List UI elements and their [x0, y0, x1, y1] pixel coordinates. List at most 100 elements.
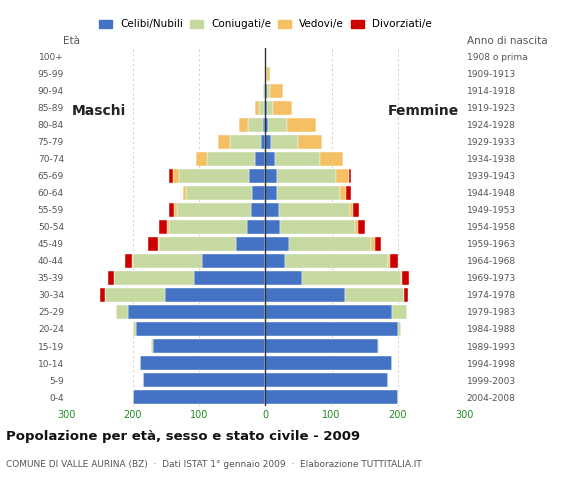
- Bar: [235, 237, 266, 251]
- Bar: [378, 339, 379, 353]
- Bar: [252, 186, 266, 200]
- Bar: [207, 152, 255, 166]
- Bar: [267, 84, 270, 97]
- Bar: [105, 288, 165, 302]
- Bar: [158, 237, 160, 251]
- Text: Femmine: Femmine: [387, 104, 459, 118]
- Bar: [166, 220, 169, 234]
- Bar: [401, 271, 403, 285]
- Bar: [353, 203, 358, 217]
- Bar: [140, 356, 266, 370]
- Bar: [375, 237, 381, 251]
- Bar: [263, 118, 266, 132]
- Bar: [183, 186, 186, 200]
- Bar: [248, 118, 263, 132]
- Bar: [125, 254, 132, 268]
- Bar: [115, 305, 128, 319]
- Bar: [202, 254, 266, 268]
- Bar: [266, 169, 277, 183]
- Text: Maschi: Maschi: [72, 104, 126, 118]
- Bar: [114, 271, 194, 285]
- Bar: [266, 288, 345, 302]
- Bar: [277, 169, 336, 183]
- Bar: [266, 84, 267, 97]
- Bar: [173, 169, 179, 183]
- Bar: [266, 339, 378, 353]
- Bar: [266, 390, 398, 404]
- Bar: [266, 356, 393, 370]
- Text: COMUNE DI VALLE AURINA (BZ)  ·  Dati ISTAT 1° gennaio 2009  ·  Elaborazione TUTT: COMUNE DI VALLE AURINA (BZ) · Dati ISTAT…: [6, 460, 422, 469]
- Bar: [390, 254, 398, 268]
- Bar: [267, 67, 270, 81]
- Bar: [186, 186, 252, 200]
- Bar: [266, 373, 388, 387]
- Legend: Celibi/Nubili, Coniugati/e, Vedovi/e, Divorziati/e: Celibi/Nubili, Coniugati/e, Vedovi/e, Di…: [99, 19, 432, 29]
- Bar: [136, 322, 266, 336]
- Bar: [165, 288, 266, 302]
- Bar: [108, 271, 114, 285]
- Text: Età: Età: [63, 36, 81, 46]
- Bar: [299, 135, 322, 149]
- Bar: [266, 101, 267, 115]
- Bar: [266, 254, 285, 268]
- Bar: [218, 135, 230, 149]
- Bar: [302, 271, 401, 285]
- Bar: [288, 237, 371, 251]
- Bar: [285, 254, 388, 268]
- Bar: [266, 271, 302, 285]
- Bar: [266, 203, 278, 217]
- Bar: [266, 186, 277, 200]
- Bar: [177, 203, 251, 217]
- Bar: [133, 254, 202, 268]
- Bar: [393, 305, 407, 319]
- Bar: [239, 118, 248, 132]
- Bar: [274, 152, 320, 166]
- Bar: [264, 101, 266, 115]
- Bar: [273, 101, 292, 115]
- Bar: [355, 220, 358, 234]
- Bar: [349, 169, 351, 183]
- Bar: [350, 203, 353, 217]
- Bar: [266, 322, 398, 336]
- Bar: [277, 186, 339, 200]
- Bar: [266, 305, 393, 319]
- Bar: [262, 135, 266, 149]
- Bar: [255, 152, 266, 166]
- Bar: [266, 67, 267, 81]
- Bar: [271, 135, 299, 149]
- Bar: [345, 288, 404, 302]
- Bar: [266, 237, 288, 251]
- Text: Popolazione per età, sesso e stato civile - 2009: Popolazione per età, sesso e stato civil…: [6, 430, 360, 443]
- Bar: [100, 288, 105, 302]
- Bar: [403, 271, 409, 285]
- Bar: [346, 186, 351, 200]
- Bar: [336, 169, 349, 183]
- Bar: [266, 135, 271, 149]
- Bar: [263, 84, 266, 97]
- Bar: [153, 339, 266, 353]
- Bar: [404, 288, 408, 302]
- Bar: [255, 101, 259, 115]
- Bar: [174, 203, 177, 217]
- Bar: [266, 152, 274, 166]
- Bar: [194, 271, 266, 285]
- Bar: [278, 203, 350, 217]
- Bar: [247, 220, 266, 234]
- Bar: [339, 186, 346, 200]
- Bar: [133, 322, 136, 336]
- Bar: [230, 135, 262, 149]
- Bar: [398, 322, 401, 336]
- Bar: [143, 373, 266, 387]
- Bar: [179, 169, 249, 183]
- Bar: [267, 101, 273, 115]
- Bar: [169, 220, 247, 234]
- Bar: [280, 220, 355, 234]
- Bar: [133, 390, 266, 404]
- Bar: [197, 152, 207, 166]
- Bar: [320, 152, 343, 166]
- Bar: [151, 339, 153, 353]
- Bar: [251, 203, 266, 217]
- Bar: [266, 118, 268, 132]
- Bar: [148, 237, 158, 251]
- Bar: [287, 118, 316, 132]
